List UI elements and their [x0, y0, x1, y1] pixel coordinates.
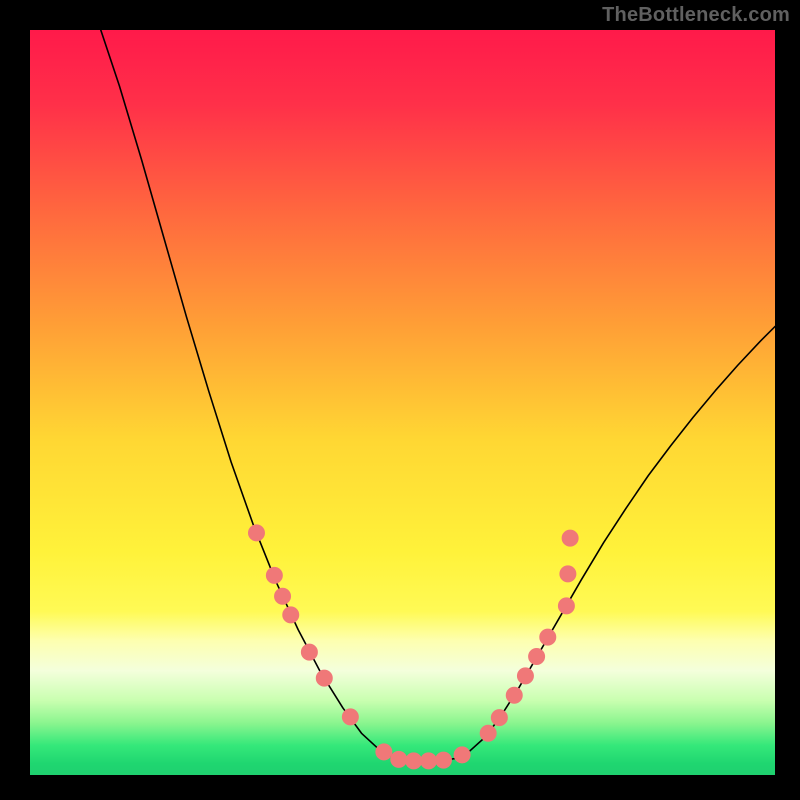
- data-marker: [421, 753, 437, 769]
- watermark-text: TheBottleneck.com: [602, 4, 790, 27]
- data-marker: [275, 588, 291, 604]
- data-marker: [506, 687, 522, 703]
- data-marker: [517, 668, 533, 684]
- plot-svg: [30, 30, 775, 775]
- data-marker: [248, 525, 264, 541]
- data-marker: [301, 644, 317, 660]
- data-marker: [480, 725, 496, 741]
- data-marker: [376, 744, 392, 760]
- data-marker: [560, 566, 576, 582]
- data-marker: [342, 709, 358, 725]
- data-marker: [435, 752, 451, 768]
- data-marker: [316, 670, 332, 686]
- data-marker: [391, 751, 407, 767]
- data-marker: [558, 598, 574, 614]
- gradient-background: [30, 30, 775, 775]
- data-marker: [283, 607, 299, 623]
- data-marker: [540, 629, 556, 645]
- data-marker: [491, 710, 507, 726]
- data-marker: [562, 530, 578, 546]
- data-marker: [406, 753, 422, 769]
- data-marker: [454, 747, 470, 763]
- data-marker: [529, 649, 545, 665]
- data-marker: [266, 567, 282, 583]
- chart-frame: TheBottleneck.com: [0, 0, 800, 800]
- plot-area: [30, 30, 775, 775]
